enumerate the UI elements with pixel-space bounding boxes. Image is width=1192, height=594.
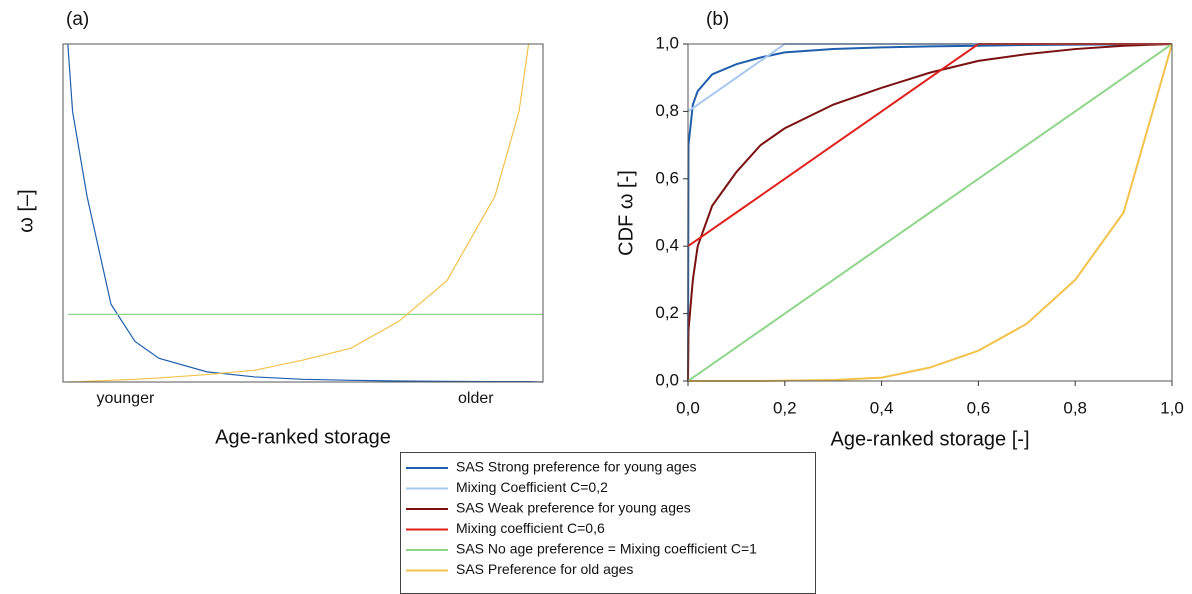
x-tick-label: 0,0 bbox=[676, 398, 700, 417]
y-tick-label: 1,0 bbox=[655, 33, 679, 52]
y-tick-label: 0,4 bbox=[655, 236, 679, 255]
y-axis-title: ω [–] bbox=[15, 189, 37, 232]
legend-label: SAS No age preference = Mixing coefficie… bbox=[456, 541, 757, 557]
x-tick-label: 0,8 bbox=[1063, 398, 1087, 417]
legend-label: Mixing coefficient C=0,6 bbox=[456, 520, 605, 536]
y-tick-label: 0,0 bbox=[655, 370, 679, 389]
x-tick-label: 0,4 bbox=[870, 398, 894, 417]
y-axis-title: CDF ω [-] bbox=[615, 170, 637, 256]
x-axis-title: Age-ranked storage bbox=[215, 426, 391, 448]
series-line bbox=[687, 43, 1173, 382]
plot-frame bbox=[687, 43, 1173, 382]
series-line bbox=[687, 43, 1173, 382]
x-tick-label: 0,6 bbox=[967, 398, 991, 417]
x-tick-label: younger bbox=[96, 390, 154, 407]
plot-frame bbox=[62, 43, 544, 383]
series-line bbox=[67, 43, 530, 383]
panel-label: (a) bbox=[66, 9, 89, 30]
y-tick-label: 0,8 bbox=[655, 101, 679, 120]
legend-label: SAS Preference for old ages bbox=[456, 561, 633, 577]
legend-label: SAS Strong preference for young ages bbox=[456, 459, 696, 475]
y-tick-label: 0,2 bbox=[655, 303, 679, 322]
x-axis-title: Age-ranked storage [-] bbox=[831, 428, 1030, 450]
y-tick-label: 0,6 bbox=[655, 168, 679, 187]
series-line bbox=[67, 43, 544, 383]
panel-label: (b) bbox=[706, 9, 729, 30]
x-tick-label: older bbox=[458, 390, 494, 407]
x-tick-label: 0,2 bbox=[773, 398, 797, 417]
legend-label: Mixing Coefficient C=0,2 bbox=[456, 479, 608, 495]
legend-label: SAS Weak preference for young ages bbox=[456, 500, 691, 516]
legend-box bbox=[400, 452, 816, 594]
x-tick-label: 1,0 bbox=[1160, 398, 1184, 417]
